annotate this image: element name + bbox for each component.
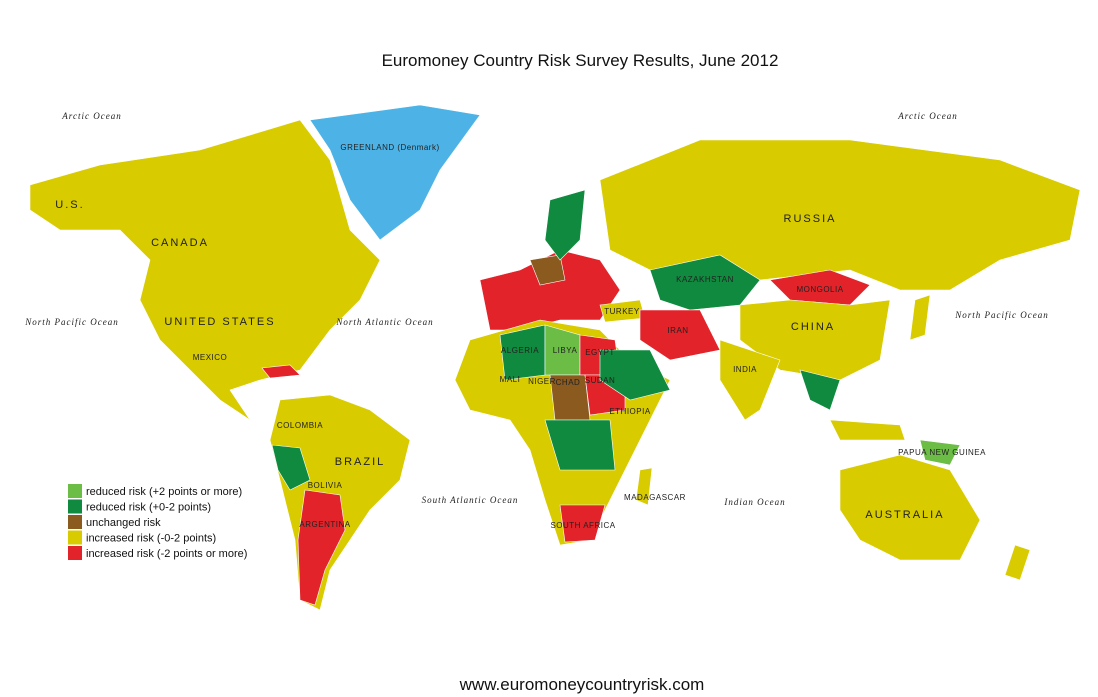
country: CHINA: [791, 321, 835, 333]
ocean-labels: Arctic Ocean Arctic Ocean North Pacific …: [24, 111, 1048, 507]
caribbean: [261, 364, 301, 379]
country: UNITED STATES: [164, 316, 275, 328]
country: ETHIOPIA: [609, 407, 651, 416]
ocean: North Pacific Ocean: [24, 317, 118, 327]
country: ALGERIA: [501, 346, 539, 355]
country: PAPUA NEW GUINEA: [898, 448, 986, 457]
new-zealand: [1004, 544, 1031, 581]
country: TURKEY: [604, 307, 640, 316]
country: GREENLAND (Denmark): [340, 143, 439, 152]
country: MEXICO: [193, 353, 228, 362]
scandinavia: [544, 189, 586, 261]
southeast-asia: [799, 369, 841, 411]
legend-swatch: [68, 546, 82, 560]
ocean: North Atlantic Ocean: [335, 317, 433, 327]
land: [29, 104, 1081, 611]
japan: [909, 294, 931, 341]
argentina: [297, 489, 346, 606]
legend-label: increased risk (-2 points or more): [86, 548, 247, 560]
peru: [271, 444, 311, 491]
country: CHAD: [556, 378, 581, 387]
legend-label: increased risk (-0-2 points): [86, 533, 216, 545]
legend-swatch: [68, 499, 82, 514]
iran: [639, 309, 721, 361]
footer-url: www.euromoneycountryrisk.com: [459, 675, 705, 694]
ocean: South Atlantic Ocean: [422, 495, 519, 505]
country: LIBYA: [553, 346, 578, 355]
legend-swatch: [68, 515, 82, 529]
country: IRAN: [667, 326, 688, 335]
ocean: North Pacific Ocean: [954, 310, 1048, 320]
legend-label: reduced risk (+2 points or more): [86, 486, 242, 498]
country: BRAZIL: [335, 456, 386, 468]
country: U.S.: [55, 199, 84, 211]
country: BOLIVIA: [308, 481, 343, 490]
country: SUDAN: [585, 376, 616, 385]
madagascar: [635, 467, 653, 506]
legend-swatch: [68, 484, 82, 498]
country: MALI: [500, 375, 521, 384]
north-america: [29, 119, 381, 421]
central-africa: [544, 419, 616, 471]
ocean: Arctic Ocean: [897, 111, 957, 121]
indonesia: [829, 419, 906, 441]
country: MADAGASCAR: [624, 493, 686, 502]
greenland: [309, 104, 481, 241]
legend-label: reduced risk (+0-2 points): [86, 502, 211, 514]
australia: [839, 454, 981, 561]
country: NIGER: [528, 377, 556, 386]
country-labels: U.S. CANADA UNITED STATES GREENLAND (Den…: [55, 143, 986, 530]
title: Euromoney Country Risk Survey Results, J…: [382, 51, 779, 70]
legend-swatch: [68, 530, 82, 545]
country: AUSTRALIA: [865, 509, 944, 521]
papua-new-guinea: [919, 439, 961, 466]
legend-label: unchanged risk: [86, 517, 161, 529]
legend: reduced risk (+2 points or more) reduced …: [68, 484, 247, 560]
arabia: [599, 349, 671, 401]
country: RUSSIA: [784, 213, 837, 225]
country: INDIA: [733, 365, 757, 374]
mongolia: [769, 269, 871, 306]
ocean: Indian Ocean: [723, 497, 785, 507]
country: MONGOLIA: [796, 285, 843, 294]
country: ARGENTINA: [299, 520, 350, 529]
country: SOUTH AFRICA: [550, 521, 615, 530]
ocean: Arctic Ocean: [61, 111, 121, 121]
country: EGYPT: [585, 348, 615, 357]
south-africa: [559, 504, 606, 543]
country: COLOMBIA: [277, 421, 323, 430]
country: CANADA: [151, 237, 209, 249]
central-europe: [529, 254, 566, 286]
india: [719, 339, 781, 421]
country: KAZAKHSTAN: [676, 275, 734, 284]
